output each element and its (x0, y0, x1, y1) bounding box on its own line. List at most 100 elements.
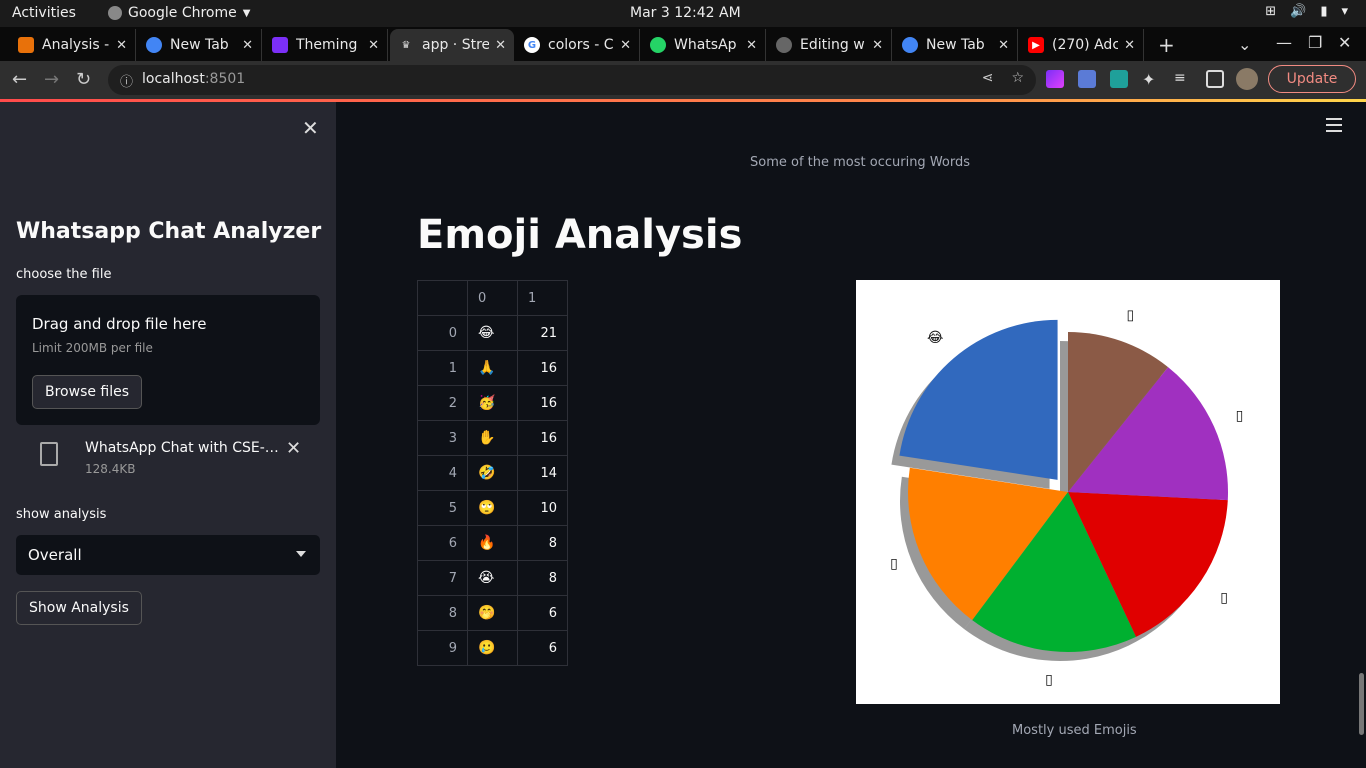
count-cell: 6 (517, 630, 568, 666)
table-row[interactable]: 6 🔥 8 (417, 525, 568, 561)
close-icon[interactable]: ✕ (620, 37, 631, 53)
emoji-cell: 🤣 (467, 455, 518, 491)
table-row[interactable]: 8 🤭 6 (417, 595, 568, 631)
row-index: 7 (417, 560, 468, 596)
tab-theming[interactable]: Theming ✕ (264, 29, 388, 61)
tab-new-tab-2[interactable]: New Tab ✕ (894, 29, 1018, 61)
close-icon[interactable]: ✕ (495, 37, 506, 53)
address-bar[interactable]: ⓘ localhost:8501 ⋖ ☆ (108, 65, 1036, 95)
table-row[interactable]: 4 🤣 14 (417, 455, 568, 491)
count-cell: 16 (517, 385, 568, 421)
tab-search-chevron-icon[interactable]: ⌄ (1238, 35, 1252, 54)
back-arrow-icon[interactable]: ← (12, 69, 28, 90)
avatar[interactable] (1236, 68, 1258, 90)
close-icon[interactable]: ✕ (872, 37, 883, 53)
chart-caption: Mostly used Emojis (1012, 723, 1137, 738)
url-host: localhost (142, 71, 205, 87)
table-row[interactable]: 7 😭 8 (417, 560, 568, 596)
omnibox-actions: ⋖ ☆ (982, 70, 1024, 86)
reload-icon[interactable]: ↻ (76, 69, 92, 90)
table-row[interactable]: 0 😂 21 (417, 315, 568, 351)
tab-youtube[interactable]: ▶ (270) Adc ✕ (1020, 29, 1144, 61)
table-row[interactable]: 2 🥳 16 (417, 385, 568, 421)
chevron-down-icon: ▾ (1341, 4, 1348, 19)
system-tray[interactable]: ⊞ 🔊 ▮ ▾ (1265, 4, 1348, 19)
translate-extension-icon[interactable] (1078, 70, 1096, 88)
window-close-icon[interactable]: ✕ (1338, 33, 1352, 52)
analysis-select[interactable]: Overall (16, 535, 320, 575)
count-cell: 14 (517, 455, 568, 491)
row-index: 9 (417, 630, 468, 666)
pie-label: 😂 (927, 330, 943, 346)
chrome-icon (108, 6, 122, 20)
sidebar-close-icon[interactable]: ✕ (302, 116, 319, 140)
side-panel-icon[interactable] (1206, 70, 1224, 88)
youtube-icon: ▶ (1028, 37, 1044, 53)
tab-favicon-icon (18, 37, 34, 53)
media-queue-icon[interactable]: ≡ (1174, 70, 1186, 86)
update-button[interactable]: Update (1268, 65, 1356, 93)
site-info-icon[interactable]: ⓘ (120, 75, 134, 90)
tab-whatsapp[interactable]: WhatsAp ✕ (642, 29, 766, 61)
tab-app-streamlit[interactable]: ♛ app · Stre ✕ (390, 29, 514, 61)
pie-label: ▯ (1126, 308, 1134, 324)
sidebar-title: Whatsapp Chat Analyzer (16, 219, 322, 244)
extension-icon[interactable] (1046, 70, 1064, 88)
close-icon[interactable]: ✕ (998, 37, 1009, 53)
count-cell: 16 (517, 420, 568, 456)
pie-slice (1068, 332, 1169, 492)
table-row[interactable]: 5 🙄 10 (417, 490, 568, 526)
count-cell: 16 (517, 350, 568, 386)
file-uploader-label: choose the file (16, 267, 112, 282)
mail-extension-icon[interactable] (1110, 70, 1128, 88)
volume-icon: 🔊 (1290, 4, 1307, 19)
tab-colors[interactable]: G colors - C ✕ (516, 29, 640, 61)
close-icon[interactable]: ✕ (746, 37, 757, 53)
table-row[interactable]: 3 ✋ 16 (417, 420, 568, 456)
close-icon[interactable]: ✕ (368, 37, 379, 53)
puzzle-icon[interactable]: ✦ (1142, 70, 1156, 89)
forward-arrow-icon[interactable]: → (44, 69, 60, 90)
page-scrollbar[interactable] (1359, 673, 1364, 735)
table-header: 0 (467, 280, 518, 316)
activities-button[interactable]: Activities (12, 5, 76, 21)
tab-analysis[interactable]: Analysis - ✕ (10, 29, 136, 61)
github-icon (776, 37, 792, 53)
close-icon[interactable]: ✕ (1124, 37, 1135, 53)
streamlit-decoration-bar (0, 99, 1366, 102)
show-analysis-button[interactable]: Show Analysis (16, 591, 142, 625)
chrome-icon (902, 37, 918, 53)
clock[interactable]: Mar 3 12:42 AM (630, 5, 741, 21)
new-tab-plus-icon[interactable]: + (1158, 33, 1175, 57)
row-index: 1 (417, 350, 468, 386)
share-icon[interactable]: ⋖ (981, 70, 994, 86)
pie-label: ▯ (890, 556, 898, 572)
row-index: 6 (417, 525, 468, 561)
pie-slice (908, 467, 1068, 621)
remove-file-icon[interactable]: ✕ (286, 438, 302, 459)
url-text: localhost:8501 (142, 71, 245, 87)
file-dropzone[interactable]: Drag and drop file here Limit 200MB per … (16, 295, 320, 425)
table-row[interactable]: 1 🙏 16 (417, 350, 568, 386)
uploaded-file: WhatsApp Chat with CSE-0... 128.4KB ✕ (36, 438, 326, 478)
hamburger-menu-icon[interactable] (1326, 118, 1342, 136)
bookmark-star-icon[interactable]: ☆ (1011, 70, 1024, 86)
tab-label: Theming (296, 37, 358, 53)
main-content: Some of the most occuring Words Emoji An… (336, 102, 1366, 768)
emoji-table[interactable]: 0 1 0 😂 21 1 🙏 16 2 🥳 16 3 ✋ 16 4 🤣 14 5 🙄 10 6 🔥 8 7 😭 8 8 🤭 6 9 🥲 6 (417, 280, 568, 666)
tab-editing[interactable]: Editing w ✕ (768, 29, 892, 61)
emoji-pie-chart: 😂 ▯ ▯ ▯ ▯ ▯ (856, 280, 1280, 704)
table-header: 1 (517, 280, 568, 316)
tab-label: colors - C (548, 37, 614, 53)
tab-new-tab[interactable]: New Tab ✕ (138, 29, 262, 61)
app-menu[interactable]: Google Chrome ▼ (108, 5, 250, 21)
url-port: :8501 (204, 71, 246, 87)
close-icon[interactable]: ✕ (116, 37, 127, 53)
emoji-cell: 🔥 (467, 525, 518, 561)
emoji-cell: 🙏 (467, 350, 518, 386)
table-row[interactable]: 9 🥲 6 (417, 630, 568, 666)
minimize-icon[interactable]: — (1276, 33, 1292, 52)
close-icon[interactable]: ✕ (242, 37, 253, 53)
maximize-icon[interactable]: ❐ (1308, 33, 1323, 52)
browse-files-button[interactable]: Browse files (32, 375, 143, 409)
